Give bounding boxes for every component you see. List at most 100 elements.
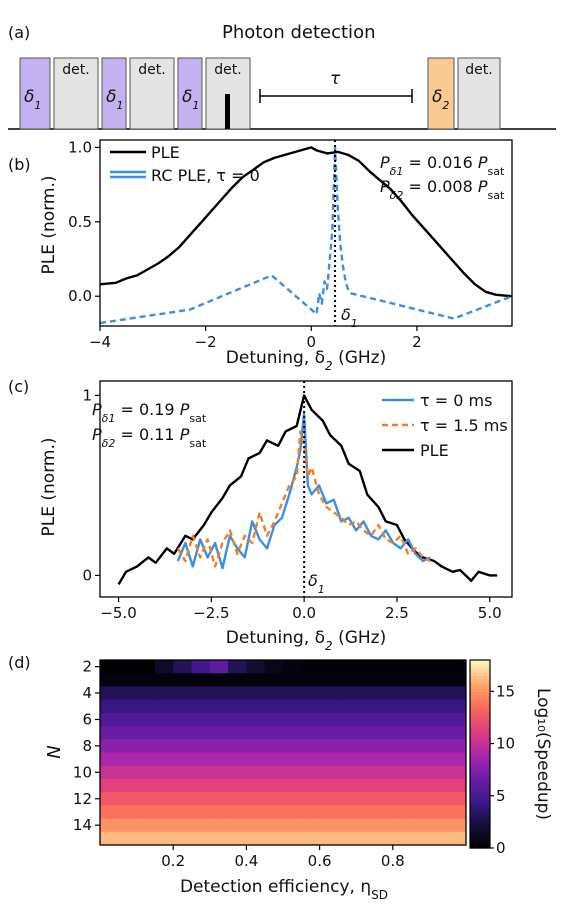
heatmap-cell-8-6	[209, 765, 229, 780]
heatmap-cell-0-3	[154, 660, 174, 674]
heatmap-cell-1-10	[283, 673, 302, 687]
heatmap-cell-5-8	[246, 726, 266, 740]
heatmap-cell-13-6	[209, 831, 229, 846]
det-label-5: det.	[214, 62, 241, 78]
colorbar-step-42	[470, 713, 490, 717]
det-window-7	[457, 57, 501, 130]
heatmap-cell-1-7	[228, 673, 247, 687]
heatmap-cell-3-7	[228, 699, 247, 714]
heatmap-cell-3-8	[246, 699, 266, 714]
y-tick-label-plot-b-1: 0.5	[68, 213, 92, 231]
heatmap-cell-2-8	[246, 686, 266, 701]
colorbar-step-39	[470, 722, 490, 727]
heatmap-cell-11-6	[209, 805, 229, 820]
colorbar-step-6	[470, 826, 490, 830]
heatmap-cell-6-14	[356, 739, 375, 753]
heatmap-cell-0-14	[356, 660, 375, 674]
heatmap-cell-11-7	[228, 805, 247, 820]
colorbar-step-55	[470, 672, 490, 677]
delta2-label-symbol: δ	[432, 87, 442, 107]
heatmap-cell-11-2	[136, 805, 156, 820]
heatmap-cell-4-18	[429, 712, 449, 727]
delta1-pulse-0	[19, 57, 51, 130]
marker-label-b: δ1	[341, 305, 358, 330]
heatmap-cell-2-11	[301, 686, 321, 701]
delta1-label-sub: 1	[34, 99, 41, 112]
heatmap-cell-8-8	[246, 765, 266, 780]
heatmap-cell-1-14	[356, 673, 375, 687]
heatmap-cell-8-17	[411, 765, 430, 780]
heatmap-cell-11-10	[283, 805, 302, 820]
heatmap-cell-10-7	[228, 792, 247, 806]
heatmap-cell-12-14	[356, 818, 375, 833]
heatmap-cell-1-8	[246, 673, 266, 687]
heatmap-cell-1-19	[447, 673, 467, 687]
colorbar-step-31	[470, 747, 490, 752]
colorbar-step-51	[470, 685, 490, 689]
heatmap-cell-8-4	[173, 765, 192, 780]
heatmap-cell-2-6	[209, 686, 229, 701]
heatmap-cell-11-18	[429, 805, 449, 820]
colorbar-step-13	[470, 804, 490, 808]
heatmap-cell-11-11	[301, 805, 321, 820]
heatmap-cell-6-10	[283, 739, 302, 753]
colorbar-step-53	[470, 678, 490, 683]
colorbar-step-28	[470, 757, 490, 761]
det-window-1	[53, 57, 99, 130]
panel-c: (c) −5.0 −2.5 0.0 2.5 5.0 0 1 PLE (norm.) Detu…	[8, 377, 513, 653]
annotation-c-p2: Pδ2 = 0.11 Psat	[92, 425, 207, 450]
colorbar-step-11	[470, 810, 490, 815]
det-label-3: det.	[138, 62, 165, 78]
heatmap-cell-1-18	[429, 673, 449, 687]
heatmap-cell-2-10	[283, 686, 302, 701]
heatmap-y-tick-label-5: 12	[73, 790, 92, 808]
heatmap-cell-2-4	[173, 686, 192, 701]
heatmap-cell-9-13	[337, 778, 357, 793]
heatmap-cell-7-9	[264, 752, 284, 767]
heatmap-cell-6-4	[173, 739, 192, 753]
heatmap-cell-11-1	[118, 805, 138, 820]
heatmap-cell-10-1	[118, 792, 138, 806]
heatmap-cell-10-14	[356, 792, 375, 806]
heatmap-cell-8-19	[447, 765, 467, 780]
heatmap-cell-7-17	[411, 752, 430, 767]
colorbar-step-33	[470, 741, 490, 746]
chart-c: −5.0 −2.5 0.0 2.5 5.0 0 1	[82, 380, 513, 622]
heatmap-cell-9-16	[392, 778, 412, 793]
heatmap-cell-9-4	[173, 778, 192, 793]
heatmap-cell-6-19	[447, 739, 467, 753]
heatmap-cell-9-18	[429, 778, 449, 793]
colorbar-step-16	[470, 794, 490, 799]
heatmap-cell-13-10	[283, 831, 302, 846]
heatmap-cell-5-3	[154, 726, 174, 740]
heatmap-cell-6-15	[374, 739, 394, 753]
heatmap-cell-11-8	[246, 805, 266, 820]
heatmap-cell-6-0	[100, 739, 119, 753]
heatmap-cell-4-2	[136, 712, 156, 727]
legend-b: PLE RC PLE, τ = 0	[110, 143, 260, 185]
heatmap-cell-11-13	[337, 805, 357, 820]
colorbar-tick-label-3: 15	[496, 682, 515, 700]
delta1-label-2: δ1	[106, 87, 123, 112]
heatmap-cell-0-17	[411, 660, 430, 674]
heatmap-cell-10-13	[337, 792, 357, 806]
tau-label: τ	[330, 69, 341, 89]
heatmap-cell-12-19	[447, 818, 467, 833]
heatmap-cell-10-9	[264, 792, 284, 806]
heatmap-cell-6-3	[154, 739, 174, 753]
detection-marker	[225, 94, 230, 129]
heatmap-y-tick-label-1: 4	[82, 684, 92, 702]
series-plot-b-1	[99, 146, 513, 325]
heatmap-cell-12-11	[301, 818, 321, 833]
heatmap-cell-13-13	[337, 831, 357, 846]
y-tick-label-plot-c-1: 1	[82, 386, 92, 404]
heatmap-cell-4-14	[356, 712, 375, 727]
panel-b: (b) −4 −2 0 2 0.0 0.5 1.0 PLE (norm.) Detuning…	[8, 138, 513, 373]
heatmap-cell-7-19	[447, 752, 467, 767]
heatmap-cell-13-5	[191, 831, 211, 846]
legend-b-rc-label: RC PLE, τ = 0	[151, 166, 260, 185]
heatmap-cell-10-15	[374, 792, 394, 806]
delta1-label-symbol: δ	[24, 87, 34, 107]
heatmap-cell-3-1	[118, 699, 138, 714]
heatmap-cell-5-2	[136, 726, 156, 740]
